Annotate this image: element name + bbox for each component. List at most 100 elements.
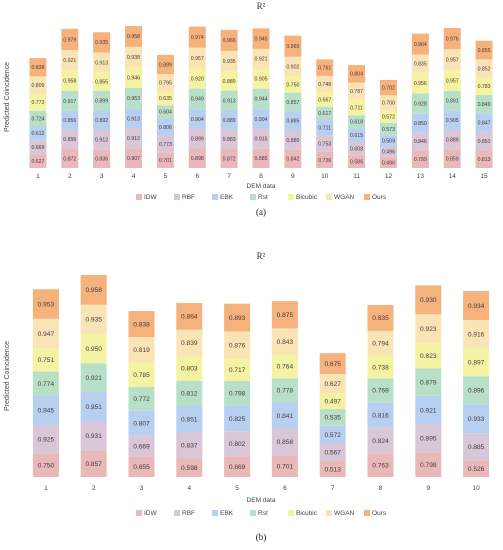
bar-segment-wgan: [188, 47, 206, 69]
x-axis-label: DEM data: [247, 497, 276, 504]
x-tick-label: 3: [100, 173, 104, 180]
legend-swatch-ours: [364, 194, 370, 200]
legend-swatch-ours: [364, 510, 370, 516]
bar-segment-rbf: [475, 131, 493, 151]
data-label: 0.748: [318, 82, 331, 88]
data-label: 0.875: [277, 312, 294, 319]
data-label: 0.806: [159, 125, 172, 131]
data-label: 0.702: [382, 85, 395, 91]
x-tick-label: 2: [68, 173, 72, 180]
data-label: 0.799: [414, 157, 427, 163]
data-label: 0.724: [31, 116, 44, 122]
data-label: 0.905: [255, 77, 268, 83]
data-label: 0.843: [277, 339, 294, 346]
data-label: 0.864: [181, 314, 198, 321]
bar-segment-idw: [125, 148, 143, 168]
data-label: 0.635: [159, 96, 172, 102]
data-label: 0.947: [38, 331, 55, 338]
data-label: 0.750: [38, 463, 55, 470]
data-label: 0.763: [372, 462, 389, 469]
data-label: 0.773: [31, 100, 44, 106]
bar-segment-rst: [463, 376, 490, 405]
legend-entry-wgan: WGAN: [334, 194, 355, 201]
legend-entry-ebk: EBK: [220, 510, 234, 517]
bar-segment-rst: [271, 378, 298, 403]
data-label: 0.816: [372, 412, 389, 419]
data-label: 0.879: [420, 379, 437, 386]
bar-segment-rbf: [128, 435, 155, 457]
bar-segment-ours: [316, 59, 334, 76]
data-label: 0.608: [350, 146, 363, 152]
bar-segment-ebk: [32, 395, 59, 425]
bar-segment-ebk: [93, 110, 111, 130]
data-label: 0.889: [223, 79, 236, 85]
bar-segment-ebk: [475, 113, 493, 132]
y-axis-label: Predicted Coincidence: [4, 62, 11, 132]
data-label: 0.953: [38, 301, 55, 308]
data-label: 0.617: [318, 111, 331, 117]
data-label: 0.627: [324, 381, 341, 388]
data-label: 0.618: [350, 120, 363, 126]
data-label: 0.958: [63, 78, 76, 84]
data-label: 0.885: [286, 119, 299, 125]
legend-swatch-bicubic: [288, 510, 294, 516]
data-label: 0.850: [414, 121, 427, 127]
data-label: 0.837: [181, 443, 198, 450]
x-tick-label: 2: [92, 485, 96, 492]
bar-segment-ebk: [224, 405, 251, 432]
data-label: 0.751: [38, 357, 55, 364]
bar-segment-rbf: [61, 129, 79, 150]
data-label: 0.921: [420, 407, 437, 414]
data-label: 0.935: [95, 40, 108, 46]
panel-label: (b): [256, 532, 267, 542]
data-label: 0.736: [318, 158, 331, 164]
bar-segment-rst: [411, 93, 429, 114]
bar-segment-wgan: [32, 318, 59, 349]
data-label: 0.904: [191, 117, 204, 123]
x-tick-label: 4: [187, 485, 191, 492]
bar-segment-rst: [316, 106, 334, 121]
bar-segment-ours: [32, 289, 59, 319]
bar-segment-ebk: [176, 405, 203, 433]
data-label: 0.846: [414, 139, 427, 145]
data-label: 0.615: [350, 133, 363, 139]
legend-entry-rst: Rst: [258, 510, 268, 517]
data-label: 0.958: [85, 287, 102, 294]
bar-segment-ours: [93, 32, 111, 53]
bar-segment-ours: [443, 28, 461, 50]
data-label: 0.899: [191, 137, 204, 143]
bar-segment-ours: [188, 26, 206, 48]
y-axis-label: Predicted Coincidence: [4, 341, 11, 411]
data-label: 0.876: [229, 342, 246, 349]
data-label: 0.931: [85, 433, 102, 440]
data-label: 0.667: [318, 97, 331, 103]
data-label: 0.957: [446, 78, 459, 84]
x-tick-label: 10: [472, 485, 480, 492]
bar-segment-ebk: [379, 135, 397, 147]
data-label: 0.912: [127, 136, 140, 142]
bar-segment-idw: [316, 151, 334, 168]
bar-segment-rbf: [443, 129, 461, 150]
bar-segment-bicubic: [316, 92, 334, 107]
x-axis-label: DEM data: [247, 183, 276, 190]
bar-segment-rst: [379, 122, 397, 136]
data-label: 0.857: [286, 100, 299, 106]
data-label: 0.957: [191, 56, 204, 62]
bar-segment-bicubic: [156, 91, 174, 106]
bar-segment-rbf: [319, 443, 346, 462]
data-label: 0.895: [420, 436, 437, 443]
data-label: 0.917: [63, 99, 76, 105]
bar-segment-wgan: [156, 74, 174, 92]
bar-segment-idw: [188, 148, 206, 168]
data-label: 0.804: [350, 72, 363, 78]
bar-segment-rst: [128, 386, 155, 411]
bar-segment-bicubic: [188, 68, 206, 89]
legend-entry-ebk: EBK: [220, 194, 234, 201]
data-label: 0.711: [318, 126, 331, 132]
data-label: 0.774: [38, 381, 55, 388]
bar-segment-wgan: [93, 52, 111, 73]
bar-segment-rbf: [29, 139, 47, 155]
data-label: 0.956: [414, 81, 427, 87]
x-tick-label: 6: [195, 173, 199, 180]
bar-segment-ebk: [252, 109, 270, 129]
